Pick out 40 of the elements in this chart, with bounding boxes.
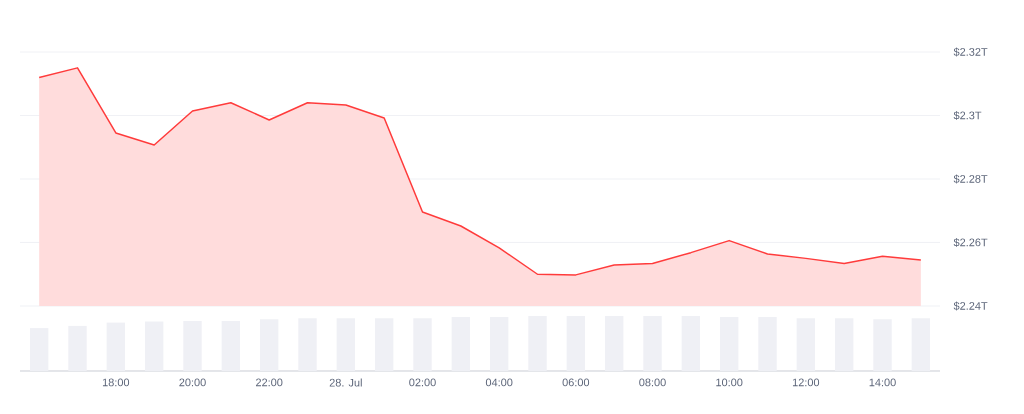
bar <box>719 317 739 371</box>
bar <box>566 316 586 371</box>
x-tick-label: 02:00 <box>409 378 436 387</box>
x-tick-label: 22:00 <box>256 378 283 387</box>
bar <box>911 318 931 371</box>
x-tick-label: 12:00 <box>792 378 820 387</box>
bar <box>413 318 432 371</box>
x-tick-label: 28. Jul <box>329 378 362 387</box>
bar <box>489 317 509 371</box>
bar <box>643 316 662 371</box>
y-tick-label: $2.3T <box>953 111 982 120</box>
bar <box>336 318 356 371</box>
x-tick-label: 10:00 <box>716 378 743 387</box>
y-tick-label: $2.28T <box>953 174 988 184</box>
bar <box>681 316 701 371</box>
bar <box>259 319 279 371</box>
bar <box>451 317 471 371</box>
bar <box>758 317 777 371</box>
y-tick-label: $2.24T <box>953 301 988 311</box>
x-tick-label: 14:00 <box>869 378 896 387</box>
bar <box>604 316 624 371</box>
bar <box>834 318 854 371</box>
y-tick-label: $2.26T <box>953 238 988 247</box>
bar <box>873 319 892 371</box>
x-tick-label: 18:00 <box>102 378 130 387</box>
bar <box>29 328 49 371</box>
bar <box>144 321 164 371</box>
x-tick-label: 04:00 <box>485 378 513 387</box>
bar <box>796 318 816 371</box>
y-tick-label: $2.32T <box>953 47 988 57</box>
bar <box>68 325 87 371</box>
bar <box>298 318 317 371</box>
x-tick-label: 08:00 <box>639 378 666 387</box>
x-tick-label: 06:00 <box>562 378 590 387</box>
bar <box>528 316 547 371</box>
bar <box>183 320 202 371</box>
bar <box>374 318 394 371</box>
x-tick-label: 20:00 <box>179 378 206 387</box>
bar <box>106 322 126 371</box>
bar <box>221 320 241 371</box>
